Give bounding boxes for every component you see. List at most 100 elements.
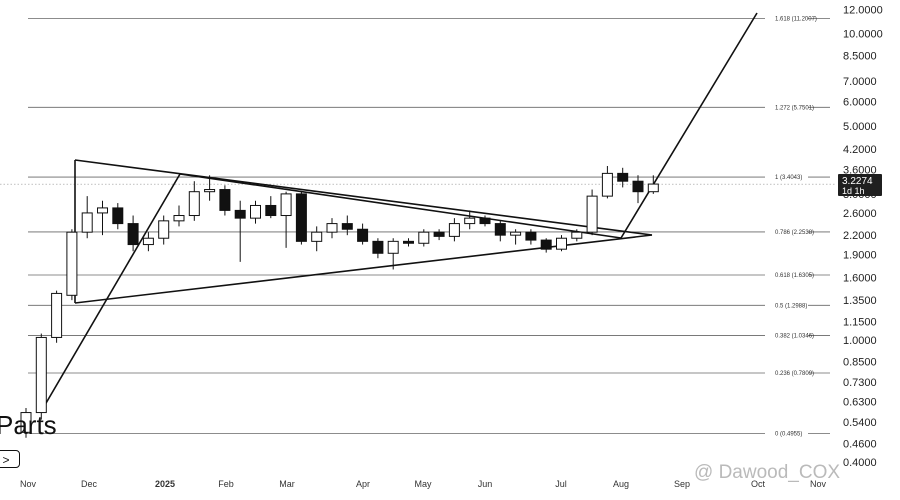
watermark: @ Dawood_COX (694, 462, 841, 483)
x-axis: Nov Dec 2025 Feb Mar Apr May Jun Jul Aug Sep Oct Nov (20, 479, 827, 489)
y-tick-label: 2.6000 (843, 208, 877, 220)
candle (479, 215, 491, 227)
candle-body (418, 231, 430, 244)
projection-leg-3 (620, 12, 758, 239)
candle (234, 200, 246, 262)
candle (51, 290, 63, 343)
y-tick-label: 1.0000 (843, 335, 877, 347)
candle (387, 238, 399, 270)
triangle-upper-line (74, 159, 653, 236)
candle-body (586, 195, 598, 233)
fib-label: 0.5 (1.2988) (775, 303, 807, 309)
candle (204, 175, 216, 201)
y-tick-label: 0.7300 (843, 377, 877, 389)
candle-body (51, 292, 63, 338)
y-tick-label: 1.6000 (843, 273, 877, 285)
fib-label: 0.618 (1.6305) (775, 273, 814, 279)
candle-body (295, 193, 307, 242)
x-tick-label: Apr (356, 479, 370, 489)
fibonacci-levels: 1.618 (11.2007) 1.272 (5.7501) 1 (3.4043) 0… (0, 17, 835, 438)
candle (311, 226, 323, 252)
candle (540, 238, 552, 253)
candle (510, 229, 522, 245)
candle (250, 200, 261, 224)
y-tick-label: 0.6300 (843, 397, 877, 409)
fib-label: 1.618 (11.2007) (775, 17, 817, 23)
candle-body (601, 172, 613, 197)
y-axis: 12.0000 10.0000 8.5000 7.0000 6.0000 5.0000 4.… (843, 4, 883, 469)
candle (35, 333, 47, 420)
candle-body (188, 191, 200, 217)
fib-label: 0 (0.4955) (775, 432, 802, 438)
candle-countdown: 1d 1h (842, 186, 865, 196)
y-tick-label: 12.0000 (843, 4, 883, 16)
candle (601, 165, 613, 199)
candle-body (510, 231, 522, 236)
x-tick-label: Dec (81, 479, 98, 489)
x-tick-label: Nov (810, 479, 827, 489)
candle (127, 215, 139, 252)
candle (20, 408, 32, 438)
candle (219, 185, 231, 216)
trendline-drawings (41, 12, 758, 411)
y-tick-label: 1.1500 (843, 316, 877, 328)
candle-body (525, 231, 537, 241)
y-tick-label: 8.5000 (843, 50, 877, 62)
candle (403, 238, 414, 247)
candle (188, 181, 200, 221)
candle (326, 218, 338, 239)
x-tick-label: Oct (751, 479, 766, 489)
fib-label: 0.786 (2.2538) (775, 230, 814, 236)
fib-label: 0.236 (0.7809) (775, 371, 814, 377)
x-tick-label: Feb (218, 479, 234, 489)
candle-body (280, 193, 292, 217)
y-tick-label: 0.4000 (843, 457, 877, 469)
candle (97, 200, 108, 236)
candle (525, 229, 537, 245)
candle (81, 196, 93, 239)
candle-body (219, 189, 231, 211)
y-tick-label: 1.3500 (843, 295, 877, 307)
candle (341, 215, 353, 236)
x-tick-label: Sep (674, 479, 690, 489)
candle-body (632, 180, 644, 193)
candle-body (647, 183, 659, 193)
x-tick-label: Aug (613, 479, 629, 489)
candle (586, 189, 598, 236)
fib-label: 1.272 (5.7501) (775, 105, 814, 111)
candle-body (479, 217, 491, 225)
candle-body (372, 240, 384, 254)
candle-body (326, 223, 338, 233)
x-tick-label: Jul (555, 479, 567, 489)
candle-body (66, 231, 78, 296)
candle-body (142, 237, 154, 246)
y-tick-label: 0.4600 (843, 438, 877, 450)
candle-body (433, 231, 445, 237)
y-tick-label: 10.0000 (843, 29, 883, 41)
candle (142, 232, 154, 252)
candle (617, 167, 629, 188)
candle (571, 229, 583, 242)
candle (632, 175, 644, 204)
x-tick-label: Mar (279, 479, 295, 489)
candle (158, 215, 170, 245)
candle-body (540, 239, 552, 250)
candle-body (20, 412, 32, 433)
candle-body (617, 172, 629, 182)
candle (433, 229, 445, 241)
candle-body (35, 336, 47, 414)
y-tick-label: 5.0000 (843, 121, 877, 133)
projection-leg-2 (179, 173, 622, 239)
candle-body (112, 207, 124, 225)
current-price-value: 3.2274 (842, 176, 873, 187)
projection-leg-1 (41, 173, 181, 411)
expand-button[interactable]: > (0, 450, 20, 468)
candle (372, 238, 384, 259)
candle-body (357, 228, 369, 242)
y-tick-label: 4.2000 (843, 144, 877, 156)
fib-label: 1 (3.4043) (775, 175, 802, 181)
candle-body (127, 223, 139, 246)
corner-label: Parts (0, 410, 57, 440)
candle-body (250, 204, 261, 219)
